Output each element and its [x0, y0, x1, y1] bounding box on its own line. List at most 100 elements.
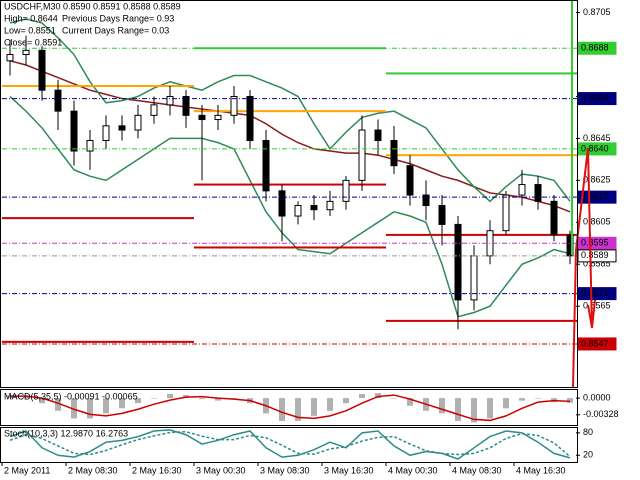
candle-body: [118, 125, 126, 131]
histogram-bar: [375, 393, 381, 399]
level-label: 0.8595: [581, 238, 609, 248]
candle-body: [70, 110, 78, 152]
plot: 0.87050.86650.86450.86250.86050.85850.85…: [1, 7, 619, 475]
candle-body: [390, 140, 398, 167]
macd-frame: [0, 389, 578, 426]
candle-body: [262, 140, 270, 192]
level-label: 0.8571: [581, 288, 609, 298]
level-label: 0.8688: [581, 43, 609, 53]
indicator-line: [9, 60, 571, 213]
indicator-arrow: [572, 147, 596, 389]
histogram-bar: [119, 398, 125, 409]
candle-body: [22, 49, 30, 56]
histogram-bar: [103, 398, 109, 414]
candle-body: [406, 165, 414, 196]
candle-body: [150, 104, 158, 116]
candle-body: [310, 205, 318, 211]
x-tick-label: 3 May 16:30: [324, 465, 374, 475]
x-tick-label: 2 May 2011: [4, 465, 50, 475]
x-tick-label: 4 May 16:30: [516, 465, 566, 475]
header-low: Low= 0.8551: [4, 25, 56, 35]
candle-body: [342, 179, 350, 202]
candle-body: [102, 125, 110, 142]
candle-body: [438, 205, 446, 225]
header-cur-range: Current Days Range= 0.03: [62, 25, 169, 35]
candle-body: [454, 223, 462, 301]
histogram-bar: [487, 398, 493, 419]
candle-body: [326, 200, 334, 211]
candle-body: [182, 95, 190, 116]
histogram-bar: [55, 398, 61, 411]
y-tick-label: 0.8645: [583, 133, 611, 143]
histogram-bar: [87, 398, 93, 419]
histogram-bar: [359, 394, 365, 399]
histogram-bar: [519, 398, 525, 401]
histogram-bar: [215, 398, 221, 401]
x-tick-label: 2 May 08:30: [68, 465, 118, 475]
header-close: Close= 0.8591: [4, 37, 62, 47]
candle-body: [214, 114, 222, 121]
histogram-bar: [535, 398, 541, 399]
y-tick-label: -0.00328: [583, 409, 619, 419]
level-label: 0.8589: [581, 250, 609, 260]
header-symbol: USDCHF,M30 0.8590 0.8591 0.8588 0.8589: [4, 1, 181, 11]
macd-title: MACD(5,35,5) -0.00091 -0.00065: [4, 391, 138, 401]
stoch-frame: [0, 427, 578, 463]
y-tick-label: 80: [583, 427, 593, 437]
candle-body: [230, 95, 238, 116]
y-tick-label: 0.8705: [583, 7, 611, 17]
histogram-bar: [391, 398, 397, 399]
histogram-bar: [71, 398, 77, 419]
histogram-bar: [39, 398, 45, 404]
x-tick-label: 3 May 00:30: [196, 465, 246, 475]
candle-body: [374, 129, 382, 142]
candle-body: [246, 95, 254, 142]
histogram-bar: [503, 398, 509, 409]
y-tick-label: 20: [583, 450, 593, 460]
y-tick-label: 0.8585: [583, 259, 611, 269]
candle-body: [86, 140, 94, 152]
histogram-bar: [311, 398, 317, 416]
histogram-bar: [135, 398, 141, 404]
level-label: 0.8664: [581, 93, 609, 103]
candle-body: [38, 49, 46, 91]
histogram-bar: [7, 395, 13, 399]
candle-body: [550, 200, 558, 236]
x-tick-label: 2 May 16:30: [132, 465, 182, 475]
histogram-bar: [279, 398, 285, 421]
indicator-line: [9, 95, 571, 318]
candle-body: [134, 114, 142, 131]
candle-body: [422, 194, 430, 207]
candle-body: [6, 54, 14, 62]
candle-body: [278, 190, 286, 217]
header-prev-range: Previous Days Range= 0.93: [62, 13, 174, 23]
x-tick-label: 4 May 08:30: [452, 465, 502, 475]
candle-body: [294, 205, 302, 217]
histogram-bar: [343, 398, 349, 404]
stoch-title: Stoch(10,3,3) 12.9870 16.2763: [4, 428, 128, 438]
x-tick-label: 4 May 00:30: [388, 465, 438, 475]
indicator-line: [10, 394, 571, 422]
histogram-bar: [167, 394, 173, 399]
main-frame: [0, 0, 578, 388]
histogram-bar: [199, 398, 205, 400]
candle-body: [166, 95, 174, 106]
level-label: 0.8547: [581, 338, 609, 348]
histogram-bar: [407, 398, 413, 406]
histogram-bar: [151, 398, 157, 399]
histogram-bar: [327, 398, 333, 411]
level-label: 0.8640: [581, 143, 609, 153]
candle-body: [518, 184, 526, 196]
histogram-bar: [455, 398, 461, 421]
y-tick-label: 0.0000: [583, 392, 611, 402]
histogram-bar: [23, 396, 29, 399]
header-high: High= 0.8644: [4, 13, 58, 23]
histogram-bar: [567, 398, 573, 403]
candle-body: [54, 89, 62, 112]
candle-body: [502, 194, 510, 232]
indicator-line: [9, 430, 571, 458]
y-tick-label: 0.8565: [583, 301, 611, 311]
candle-body: [534, 184, 542, 202]
